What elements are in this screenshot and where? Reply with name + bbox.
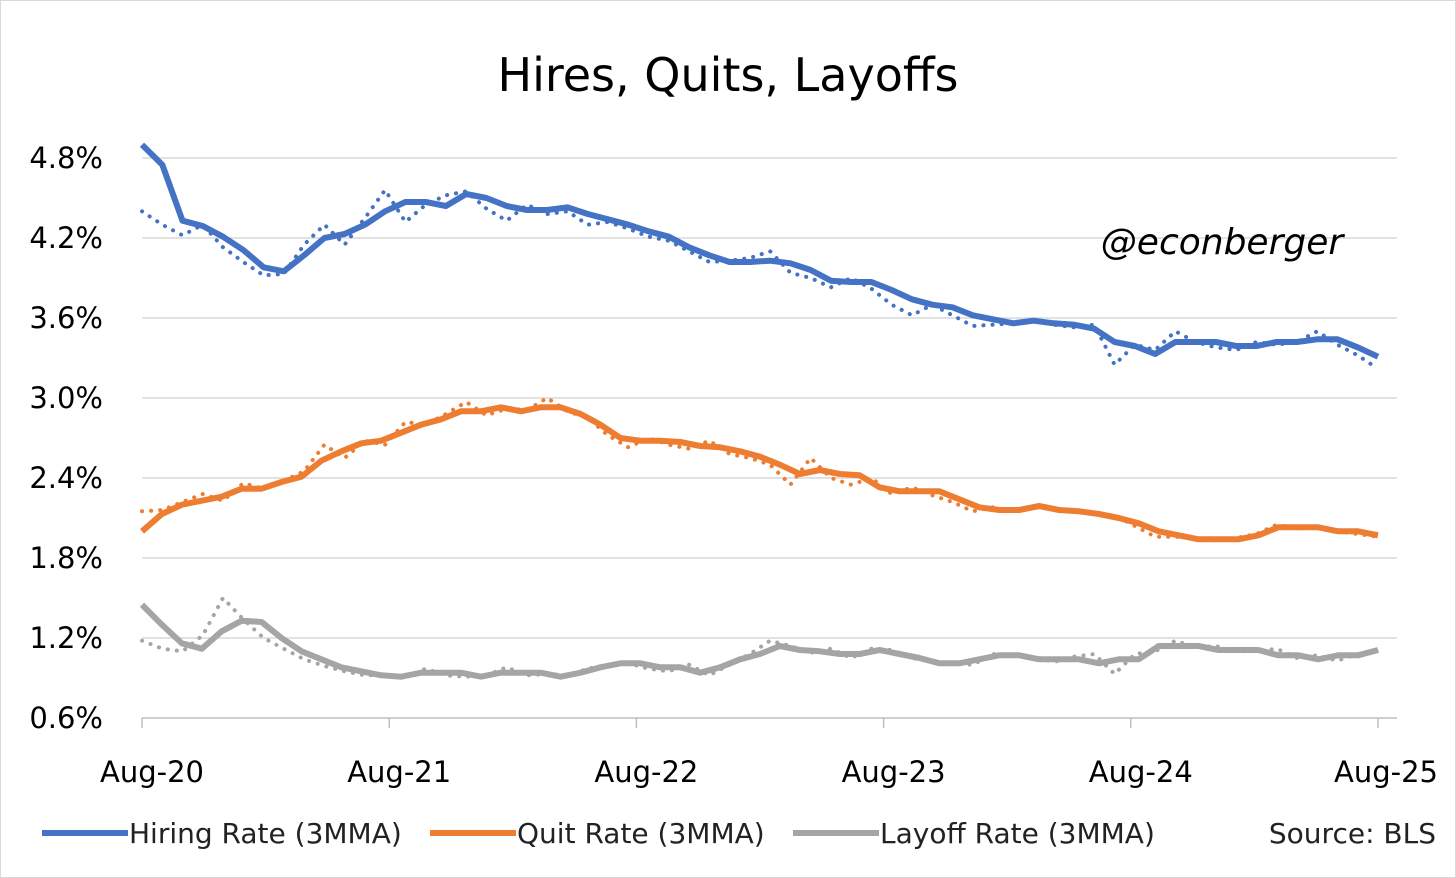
x-tick-label: Aug-24 bbox=[1089, 755, 1193, 789]
source-note: Source: BLS bbox=[1269, 817, 1436, 850]
y-tick-label: 4.8% bbox=[29, 141, 103, 175]
y-tick-label: 3.6% bbox=[29, 301, 103, 335]
y-tick-label: 1.8% bbox=[29, 541, 103, 575]
x-tick-label: Aug-25 bbox=[1334, 755, 1438, 789]
series-lines bbox=[139, 142, 1380, 680]
y-tick-label: 0.6% bbox=[29, 701, 103, 735]
y-tick-label: 3.0% bbox=[29, 381, 103, 415]
series-line-dotted bbox=[140, 596, 1380, 679]
x-tick-label: Aug-21 bbox=[347, 755, 451, 789]
gridlines bbox=[142, 157, 1397, 639]
y-axis-tick-labels: 0.6% 1.2% 1.8% 2.4% 3.0% 3.6% 4.2% 4.8% bbox=[29, 141, 103, 735]
legend-label: Quit Rate (3MMA) bbox=[517, 817, 765, 850]
x-axis: Aug-20 Aug-21 Aug-22 Aug-23 Aug-24 Aug-25 bbox=[100, 717, 1438, 789]
series-line-dotted bbox=[140, 188, 1380, 371]
chart-title: Hires, Quits, Layoffs bbox=[497, 48, 958, 102]
legend-label: Layoff Rate (3MMA) bbox=[880, 817, 1155, 850]
y-tick-label: 1.2% bbox=[29, 621, 103, 655]
y-tick-label: 2.4% bbox=[29, 461, 103, 495]
x-tick-label: Aug-20 bbox=[100, 755, 204, 789]
series-line-dotted bbox=[140, 396, 1380, 543]
y-tick-label: 4.2% bbox=[29, 221, 103, 255]
series-line-solid bbox=[139, 602, 1379, 680]
x-tick-label: Aug-22 bbox=[594, 755, 698, 789]
series-line-solid bbox=[139, 142, 1380, 360]
x-tick-label: Aug-23 bbox=[842, 755, 946, 789]
legend: Hiring Rate (3MMA) Quit Rate (3MMA) Layoff… bbox=[42, 817, 1155, 850]
series-line-solid bbox=[140, 404, 1379, 543]
author-handle: @econberger bbox=[1101, 222, 1346, 263]
legend-label: Hiring Rate (3MMA) bbox=[129, 817, 402, 850]
